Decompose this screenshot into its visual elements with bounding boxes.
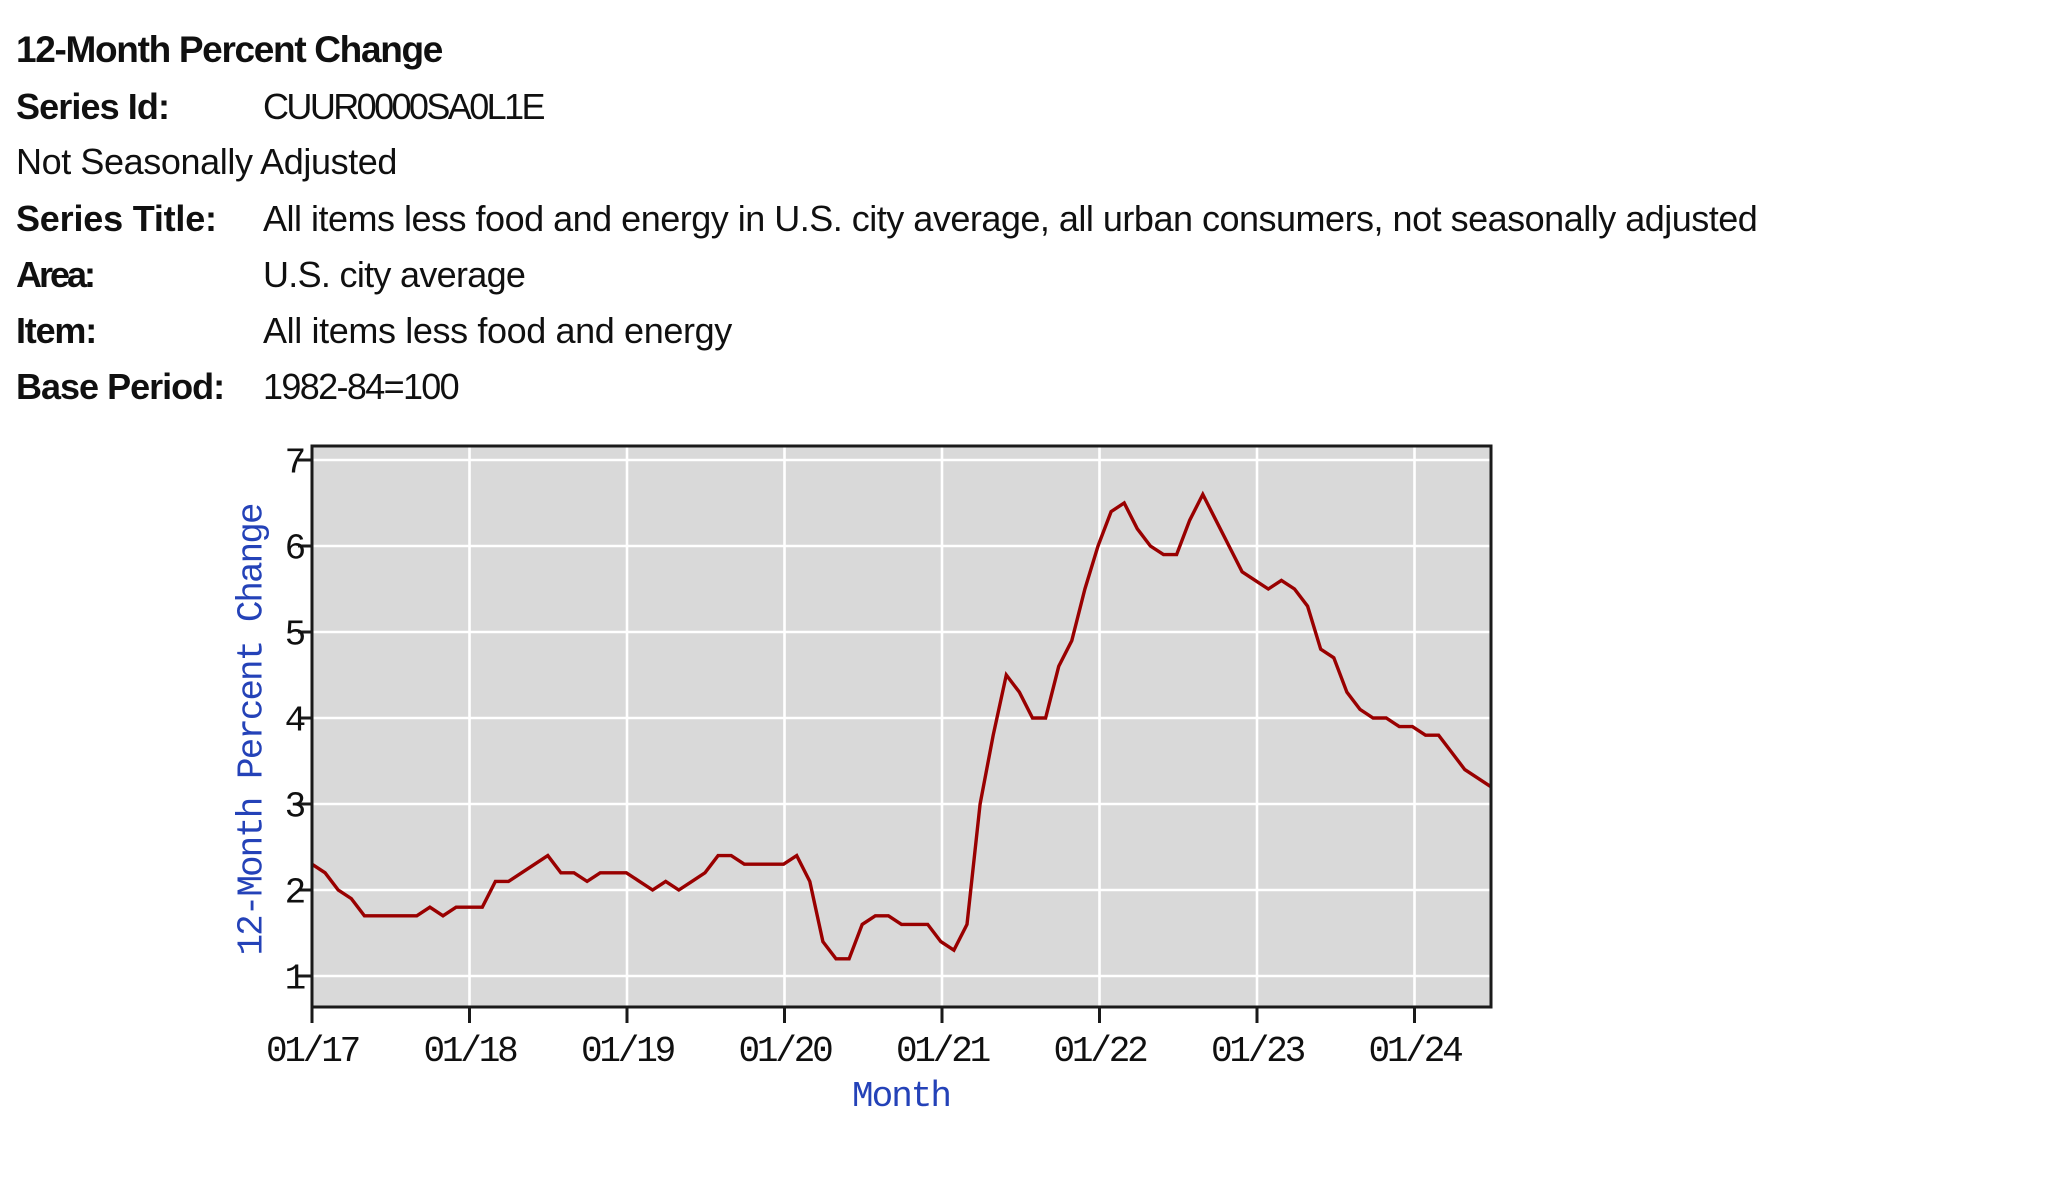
svg-text:01/21: 01/21 xyxy=(896,1031,990,1072)
svg-text:1: 1 xyxy=(285,959,305,1000)
svg-text:5: 5 xyxy=(285,615,305,656)
svg-text:01/17: 01/17 xyxy=(266,1031,359,1072)
svg-text:01/23: 01/23 xyxy=(1211,1031,1305,1072)
svg-text:01/24: 01/24 xyxy=(1368,1031,1462,1072)
svg-text:2: 2 xyxy=(285,873,305,914)
svg-text:01/22: 01/22 xyxy=(1053,1031,1147,1072)
svg-text:4: 4 xyxy=(285,701,305,742)
svg-text:12-Month Percent Change: 12-Month Percent Change xyxy=(232,504,273,955)
svg-text:01/18: 01/18 xyxy=(423,1031,517,1072)
svg-text:01/19: 01/19 xyxy=(581,1031,675,1072)
svg-text:Month: Month xyxy=(852,1076,950,1117)
svg-text:7: 7 xyxy=(285,443,304,484)
svg-text:01/20: 01/20 xyxy=(738,1031,832,1072)
svg-text:3: 3 xyxy=(285,787,305,828)
svg-text:6: 6 xyxy=(285,529,305,570)
